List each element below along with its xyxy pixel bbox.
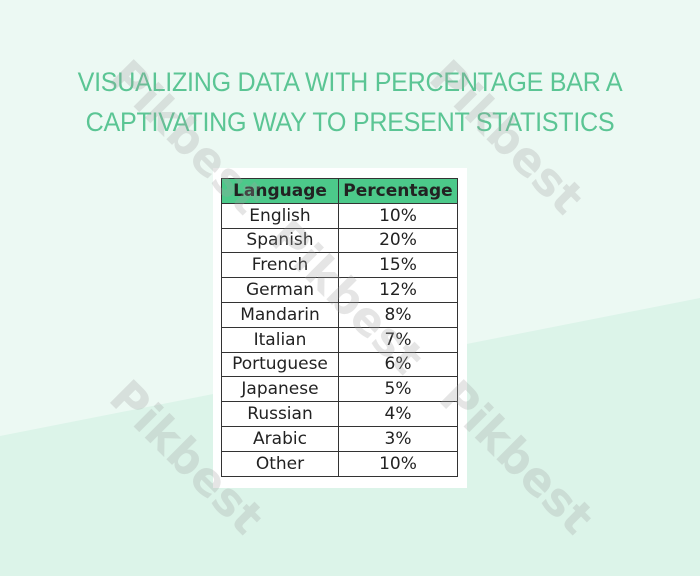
title-line: VISUALIZING DATA WITH PERCENTAGE BAR A xyxy=(77,67,623,97)
cell-language: French xyxy=(221,252,339,279)
table-row: German 12% xyxy=(221,277,458,303)
title-line: CAPTIVATING WAY TO PRESENT STATISTICS xyxy=(85,107,615,137)
table-row: Mandarin 8% xyxy=(221,301,458,328)
cell-language: Arabic xyxy=(221,425,339,452)
cell-language: Japanese xyxy=(221,376,339,403)
cell-language: Portuguese xyxy=(221,351,339,378)
cell-percentage: 8% xyxy=(338,301,458,328)
language-table: Language Percentage English 10% Spanish 20%… xyxy=(221,178,458,477)
cell-percentage: 10% xyxy=(338,450,458,477)
cell-percentage: 4% xyxy=(338,401,458,427)
cell-percentage: 10% xyxy=(338,202,458,229)
table-row: Italian 7% xyxy=(221,326,458,353)
cell-percentage: 20% xyxy=(338,227,458,254)
cell-percentage: 5% xyxy=(338,376,458,403)
table-row: French 15% xyxy=(221,252,458,279)
table-row: Other 10% xyxy=(221,450,458,477)
header-percentage: Percentage xyxy=(338,178,458,204)
table-row: Spanish 20% xyxy=(221,227,458,254)
table-row: English 10% xyxy=(221,202,458,229)
cell-language: Russian xyxy=(221,401,339,427)
cell-percentage: 6% xyxy=(338,351,458,378)
table-row: Arabic 3% xyxy=(221,425,458,452)
table-row: Japanese 5% xyxy=(221,376,458,403)
table-header-row: Language Percentage xyxy=(221,178,458,204)
cell-percentage: 7% xyxy=(338,326,458,353)
cell-language: Other xyxy=(221,450,339,477)
cell-percentage: 12% xyxy=(338,277,458,303)
cell-percentage: 3% xyxy=(338,425,458,452)
cell-language: Mandarin xyxy=(221,301,339,328)
table-row: Portuguese 6% xyxy=(221,351,458,378)
header-language: Language xyxy=(221,178,339,204)
page-title: VISUALIZING DATA WITH PERCENTAGE BAR A C… xyxy=(25,62,676,142)
cell-percentage: 15% xyxy=(338,252,458,279)
cell-language: English xyxy=(221,202,339,229)
cell-language: German xyxy=(221,277,339,303)
table-row: Russian 4% xyxy=(221,401,458,427)
cell-language: Spanish xyxy=(221,227,339,254)
cell-language: Italian xyxy=(221,326,339,353)
